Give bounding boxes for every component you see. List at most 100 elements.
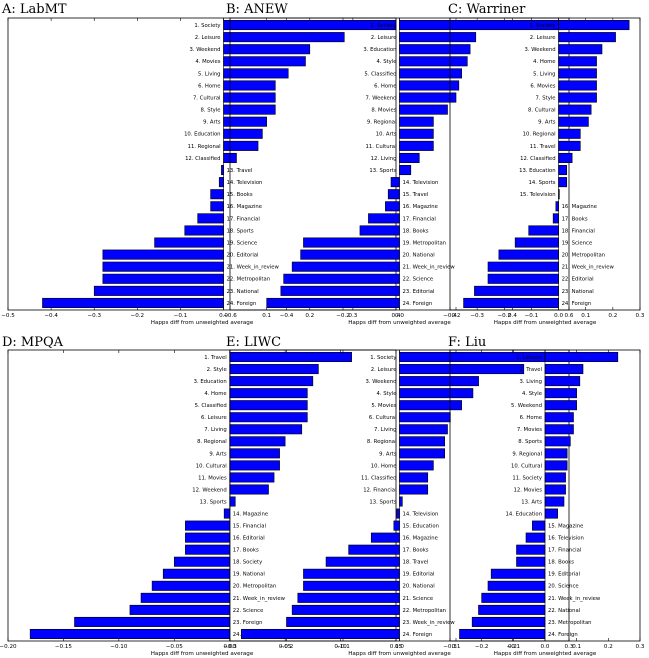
category-label: 5. Movies xyxy=(371,403,396,409)
category-label: 4. Style xyxy=(522,391,542,397)
category-label: 9. Regional xyxy=(512,451,542,457)
x-tick-label: 0.0 xyxy=(395,644,404,650)
category-label: 19. Science xyxy=(562,240,593,246)
bar xyxy=(185,544,231,555)
category-label: 17. Books xyxy=(562,216,588,222)
category-label: 6. Home xyxy=(198,83,220,89)
bar xyxy=(300,249,400,260)
category-label: 3. Living xyxy=(520,379,543,385)
category-label: 16. Magazine xyxy=(403,536,438,542)
bar xyxy=(399,400,462,411)
category-label: 1. Society xyxy=(370,355,396,361)
bar xyxy=(399,152,420,163)
category-label: 10. Cultural xyxy=(511,463,542,469)
category-label: 2. Leisure xyxy=(371,35,397,41)
category-label: 18. Books xyxy=(548,560,574,566)
category-label: 10. Arts xyxy=(376,132,397,138)
bar xyxy=(399,116,434,127)
bar xyxy=(544,400,577,411)
bar xyxy=(525,532,546,543)
x-tick-label: −0.05 xyxy=(166,644,184,650)
category-label: 23. Foreign xyxy=(233,620,263,626)
category-label: 18. Books xyxy=(403,228,429,234)
x-tick-label: 0.3 xyxy=(565,644,574,650)
bar xyxy=(162,568,231,579)
category-label: 11. Regional xyxy=(188,144,221,150)
x-tick-label: −0.2 xyxy=(131,313,145,319)
bar xyxy=(399,165,412,176)
category-label: 7. Weekend xyxy=(365,95,396,101)
x-tick-label: 0.2 xyxy=(305,313,314,319)
category-label: 1. Society xyxy=(370,23,396,29)
bar xyxy=(370,532,400,543)
category-label: 4. Movies xyxy=(195,59,220,65)
plot-frame xyxy=(7,17,397,311)
category-label: 17. Books xyxy=(403,548,429,554)
x-tick-label: 0.0 xyxy=(395,313,404,319)
bar xyxy=(229,484,269,495)
category-label: 13. Sports xyxy=(369,499,396,505)
bar xyxy=(229,364,319,375)
category-label: 11. Society xyxy=(512,475,542,481)
bar xyxy=(184,225,224,236)
bar xyxy=(558,177,568,188)
x-tick-label: −0.2 xyxy=(336,313,350,319)
category-label: 1. Society xyxy=(529,23,555,29)
category-label: 4. Home xyxy=(533,59,555,65)
bar xyxy=(463,297,559,308)
category-label: 14. Television xyxy=(403,511,439,517)
bar xyxy=(399,92,457,103)
category-label: 2. Leisure xyxy=(530,35,556,41)
category-label: 8. Sports xyxy=(518,439,542,445)
category-label: 12. Classified xyxy=(185,156,220,162)
x-tick-label: −0.3 xyxy=(223,644,237,650)
x-tick-label: 0.00 xyxy=(223,644,236,650)
x-tick-label: 0.2 xyxy=(508,644,517,650)
x-tick-label: −0.2 xyxy=(497,313,511,319)
category-label: 8. Regional xyxy=(367,439,397,445)
bar xyxy=(558,104,592,115)
category-label: 11. Movies xyxy=(198,475,227,481)
x-axis-label: Happs diff from unweighted average xyxy=(151,320,254,326)
bar xyxy=(399,32,477,43)
bar xyxy=(514,237,559,248)
category-label: 19. Science xyxy=(227,240,258,246)
bar xyxy=(544,364,584,375)
panel-title: B: ANEW xyxy=(226,2,288,17)
category-label: 1. Travel xyxy=(204,355,226,361)
bar xyxy=(241,628,400,639)
bar xyxy=(532,520,546,531)
category-label: 5. Living xyxy=(533,71,556,77)
category-label: 14. Television xyxy=(227,180,263,186)
category-label: 9. Arts xyxy=(379,451,397,457)
bar xyxy=(399,412,451,423)
x-tick-label: 0.2 xyxy=(604,644,613,650)
category-label: 6. Leisure xyxy=(201,415,227,421)
category-label: 22. Science xyxy=(403,277,434,283)
category-label: 22. Science xyxy=(233,608,264,614)
bar xyxy=(229,412,308,423)
x-tick-label: −0.3 xyxy=(87,313,101,319)
category-label: 24. Foreign xyxy=(403,632,433,638)
bar xyxy=(552,213,559,224)
category-label: 6. Movies xyxy=(530,83,555,89)
category-label: 21. Week_in_review xyxy=(227,265,280,271)
bar xyxy=(399,364,525,375)
category-label: 19. Editorial xyxy=(403,572,435,578)
category-label: 23. Editorial xyxy=(403,289,435,295)
category-label: 6. Home xyxy=(374,83,396,89)
category-label: 3. Weekend xyxy=(365,379,396,385)
bar xyxy=(459,628,546,639)
x-tick-label: −0.3 xyxy=(470,313,484,319)
panel-title: E: LIWC xyxy=(226,335,281,350)
x-tick-label: −0.2 xyxy=(475,644,489,650)
bar xyxy=(558,165,568,176)
x-tick-label: −0.3 xyxy=(443,644,457,650)
category-label: 7. Cultural xyxy=(193,95,221,101)
category-label: 1. Society xyxy=(194,23,220,29)
bar xyxy=(558,140,581,151)
category-label: 9. Arts xyxy=(538,120,556,126)
category-label: 7. Style xyxy=(536,95,556,101)
bar xyxy=(154,237,224,248)
x-tick-label: 0.10 xyxy=(334,644,347,650)
